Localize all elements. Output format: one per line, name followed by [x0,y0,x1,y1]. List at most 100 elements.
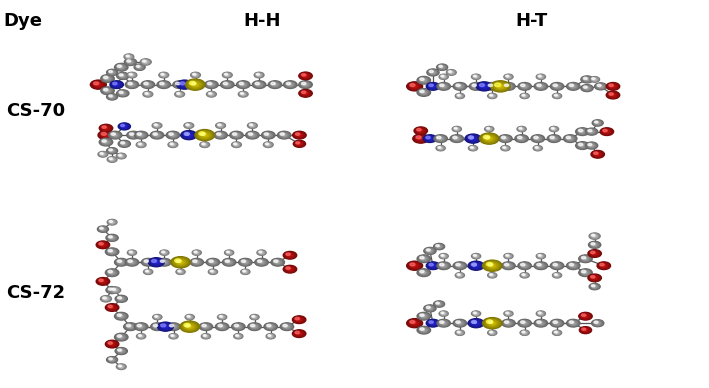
Circle shape [552,263,563,269]
Circle shape [108,236,116,240]
Circle shape [185,133,189,135]
Circle shape [152,324,163,330]
Circle shape [594,121,601,125]
Circle shape [469,136,477,141]
Circle shape [178,81,191,88]
Circle shape [119,141,130,147]
Circle shape [121,92,125,95]
Circle shape [459,275,461,276]
Circle shape [411,263,418,268]
Circle shape [252,326,257,328]
Circle shape [138,143,145,147]
Circle shape [534,146,542,151]
Circle shape [434,135,447,142]
Circle shape [207,92,216,97]
Circle shape [591,242,598,247]
Circle shape [274,84,276,85]
Circle shape [227,251,231,254]
Circle shape [106,94,118,100]
Circle shape [267,334,274,338]
Circle shape [164,252,165,253]
Circle shape [295,317,299,320]
Circle shape [503,147,506,148]
Text: Dye: Dye [4,12,43,29]
Circle shape [107,287,117,293]
Circle shape [486,262,499,270]
Circle shape [584,271,588,274]
Circle shape [519,128,524,130]
Circle shape [479,133,499,144]
Circle shape [136,65,143,69]
Circle shape [111,289,113,291]
Circle shape [169,133,173,135]
Circle shape [118,123,130,130]
Circle shape [249,124,256,127]
Circle shape [286,253,294,258]
Circle shape [228,252,230,253]
Circle shape [301,82,310,87]
Circle shape [491,86,493,87]
Circle shape [118,365,125,369]
Circle shape [241,83,245,86]
Circle shape [552,84,562,89]
Circle shape [540,76,542,77]
Circle shape [576,142,589,149]
Circle shape [505,312,513,316]
Circle shape [119,315,123,317]
Circle shape [224,83,230,87]
Circle shape [552,320,563,326]
Circle shape [603,130,610,133]
Circle shape [145,270,152,274]
Circle shape [204,144,206,145]
Circle shape [109,149,115,152]
Circle shape [469,319,483,327]
Circle shape [522,331,525,333]
Circle shape [429,308,431,309]
Circle shape [521,331,528,335]
Circle shape [120,92,126,95]
Circle shape [104,89,111,93]
Circle shape [225,83,230,86]
Circle shape [138,334,144,338]
Circle shape [552,320,562,326]
Circle shape [479,83,489,89]
Circle shape [435,244,444,249]
Circle shape [596,83,606,89]
Circle shape [475,322,477,324]
Circle shape [480,84,488,88]
Circle shape [174,92,184,97]
Circle shape [108,249,116,255]
Circle shape [240,259,251,265]
Circle shape [292,316,306,324]
Circle shape [210,260,216,264]
Circle shape [456,273,464,277]
Circle shape [570,321,576,325]
Circle shape [131,262,133,263]
Circle shape [612,86,614,87]
Circle shape [201,133,205,135]
Circle shape [225,74,230,76]
Circle shape [302,92,309,95]
Circle shape [591,275,595,278]
Circle shape [108,305,116,310]
Circle shape [582,328,588,332]
Circle shape [104,133,108,137]
Circle shape [107,157,117,162]
Circle shape [160,260,169,265]
Circle shape [111,159,113,160]
Circle shape [99,227,108,232]
Circle shape [535,263,547,269]
Circle shape [242,84,245,85]
Circle shape [427,249,433,253]
Circle shape [182,322,198,331]
Circle shape [581,314,586,316]
Circle shape [172,258,189,267]
Circle shape [116,259,127,265]
Circle shape [104,297,108,300]
Circle shape [200,132,210,138]
Circle shape [106,69,118,76]
Circle shape [534,319,547,327]
Circle shape [115,348,128,355]
Circle shape [211,84,213,85]
Circle shape [115,333,128,341]
